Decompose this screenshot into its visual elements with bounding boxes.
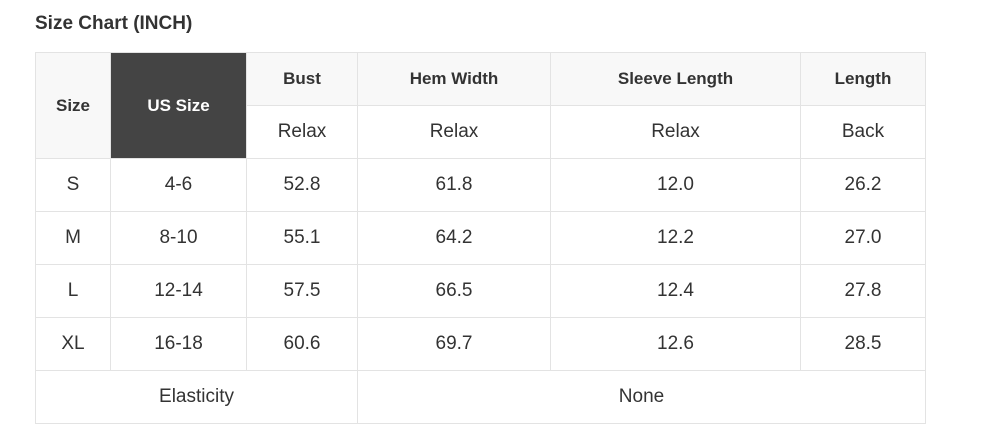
table-cell: L bbox=[35, 264, 111, 318]
table-cell: 12.6 bbox=[550, 317, 801, 371]
header-sleeve-length: Sleeve Length bbox=[550, 52, 801, 106]
header-hem-width: Hem Width bbox=[357, 52, 551, 106]
table-cell: 55.1 bbox=[246, 211, 358, 265]
table-cell: 26.2 bbox=[800, 158, 926, 212]
table-row: S 4-6 52.8 61.8 12.0 26.2 bbox=[35, 158, 926, 212]
table-row: M 8-10 55.1 64.2 12.2 27.0 bbox=[35, 211, 926, 265]
table-cell: 60.6 bbox=[246, 317, 358, 371]
table-cell: 52.8 bbox=[246, 158, 358, 212]
header-size: Size bbox=[35, 52, 111, 159]
table-cell: 61.8 bbox=[357, 158, 551, 212]
table-cell: 27.8 bbox=[800, 264, 926, 318]
table-cell: 12.0 bbox=[550, 158, 801, 212]
table-cell: 12.4 bbox=[550, 264, 801, 318]
subheader-cell: Back bbox=[800, 105, 926, 159]
header-row: Size US Size Bust Hem Width Sleeve Lengt… bbox=[35, 52, 926, 159]
size-chart-table: Size US Size Bust Hem Width Sleeve Lengt… bbox=[35, 52, 926, 424]
page-title: Size Chart (INCH) bbox=[35, 13, 193, 34]
header-bust: Bust bbox=[246, 52, 358, 106]
table-cell: 4-6 bbox=[110, 158, 247, 212]
table-cell: 8-10 bbox=[110, 211, 247, 265]
table-cell: S bbox=[35, 158, 111, 212]
table-cell: 27.0 bbox=[800, 211, 926, 265]
header-us-size: US Size bbox=[110, 52, 247, 159]
header-length: Length bbox=[800, 52, 926, 106]
table-cell: 66.5 bbox=[357, 264, 551, 318]
table-row: XL 16-18 60.6 69.7 12.6 28.5 bbox=[35, 317, 926, 371]
table-cell: 28.5 bbox=[800, 317, 926, 371]
elasticity-label: Elasticity bbox=[35, 370, 358, 424]
table-cell: M bbox=[35, 211, 111, 265]
table-cell: 69.7 bbox=[357, 317, 551, 371]
table-cell: 16-18 bbox=[110, 317, 247, 371]
table-cell: 57.5 bbox=[246, 264, 358, 318]
table-cell: 64.2 bbox=[357, 211, 551, 265]
table-cell: 12.2 bbox=[550, 211, 801, 265]
subheader-row: Relax Relax Relax Back bbox=[36, 105, 926, 159]
subheader-cell: Relax bbox=[357, 105, 551, 159]
elasticity-row: Elasticity None bbox=[35, 370, 926, 424]
subheader-cell: Relax bbox=[550, 105, 801, 159]
table-row: L 12-14 57.5 66.5 12.4 27.8 bbox=[35, 264, 926, 318]
subheader-cell: Relax bbox=[246, 105, 358, 159]
elasticity-value: None bbox=[357, 370, 926, 424]
table-cell: XL bbox=[35, 317, 111, 371]
table-cell: 12-14 bbox=[110, 264, 247, 318]
